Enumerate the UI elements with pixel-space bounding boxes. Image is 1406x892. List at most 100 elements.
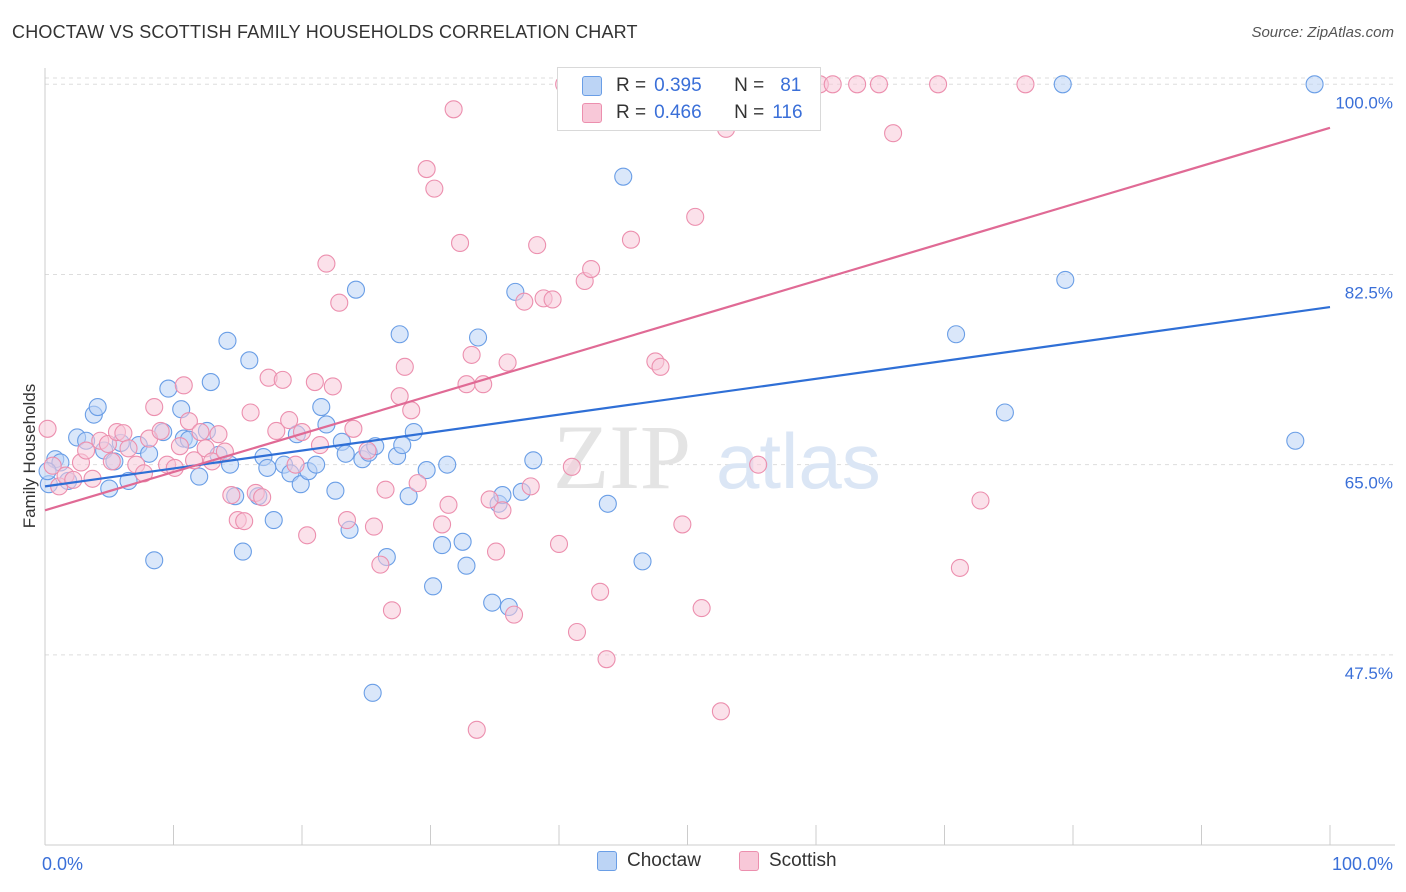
scottish-point: [823, 75, 842, 94]
scottish-point: [711, 702, 730, 721]
choctaw-point: [218, 331, 237, 350]
choctaw-point: [633, 552, 652, 571]
scottish-point: [298, 526, 317, 545]
scottish-point: [562, 457, 581, 476]
scottish-point: [38, 419, 57, 438]
choctaw-trend-line: [44, 305, 1331, 488]
scottish-point: [337, 511, 357, 530]
scottish-point: [235, 512, 254, 531]
scottish-point: [515, 292, 534, 311]
scottish-point: [521, 477, 540, 496]
scottish-point: [174, 376, 193, 395]
stats-legend: R = 0.395 N = 81 R = 0.466 N = 116: [557, 67, 821, 131]
scottish-point: [884, 124, 903, 143]
choctaw-point: [404, 422, 423, 442]
choctaw-point: [947, 325, 966, 344]
scottish-point: [305, 373, 324, 392]
scottish-point: [114, 424, 133, 443]
choctaw-point: [390, 325, 409, 344]
scottish-point: [241, 403, 260, 422]
scottish-point: [543, 290, 562, 309]
scottish-point: [651, 357, 670, 376]
scottish-point: [686, 207, 705, 226]
scottish-point: [467, 720, 486, 739]
scottish-point: [462, 345, 481, 364]
scottish-point: [170, 437, 189, 456]
scottish-point: [77, 441, 96, 460]
axis-layer: [44, 68, 1395, 846]
choctaw-point: [1286, 431, 1305, 450]
x-tick-label: 0.0%: [42, 854, 83, 874]
scottish-legend-swatch: [739, 851, 759, 871]
scottish-point: [323, 377, 342, 396]
scottish-point: [504, 605, 524, 624]
scottish-point: [364, 517, 384, 536]
watermark: ZIP atlas: [553, 406, 881, 508]
choctaw-point: [453, 532, 472, 551]
scottish-point: [267, 421, 286, 441]
scottish-point: [451, 233, 470, 253]
legend-item-choctaw[interactable]: Choctaw: [597, 850, 701, 872]
scottish-point: [433, 515, 452, 534]
watermark-atlas: atlas: [716, 417, 881, 505]
choctaw-point: [233, 542, 252, 561]
scottish-point: [486, 542, 506, 561]
scottish-point: [417, 160, 436, 179]
choctaw-point: [258, 458, 277, 477]
scottish-point: [591, 582, 610, 601]
choctaw-point: [240, 351, 259, 370]
choctaw-point: [307, 455, 326, 474]
scottish-swatch: [582, 103, 602, 123]
scottish-point: [102, 452, 121, 471]
scottish-point: [971, 491, 990, 510]
scottish-point: [151, 421, 170, 441]
choctaw-point: [201, 373, 220, 392]
legend-item-scottish[interactable]: Scottish: [739, 850, 837, 872]
scottish-point: [621, 230, 641, 249]
watermark-zip: ZIP: [553, 406, 691, 508]
scottish-point: [358, 441, 377, 460]
choctaw-point: [346, 280, 366, 299]
scottish-point: [848, 75, 867, 94]
scottish-point: [145, 398, 164, 417]
choctaw-point: [614, 167, 633, 186]
choctaw-point: [417, 461, 436, 480]
choctaw-point: [598, 494, 617, 513]
y-tick-label: 47.5%: [1345, 664, 1393, 683]
legend-r-label: R =: [616, 75, 647, 96]
legend-r-label: R =: [616, 102, 647, 123]
choctaw-point: [483, 593, 502, 612]
scottish-legend-label: Scottish: [769, 850, 837, 871]
x-tick-label: 100.0%: [1332, 854, 1393, 874]
y-tick-label: 65.0%: [1345, 474, 1393, 493]
choctaw-point: [457, 556, 476, 575]
scottish-point: [408, 474, 427, 493]
scottish-point: [673, 515, 692, 534]
scottish-point: [950, 558, 969, 577]
chart-title: CHOCTAW VS SCOTTISH FAMILY HOUSEHOLDS CO…: [12, 22, 638, 42]
legend-n-value: 81: [780, 75, 802, 96]
scottish-point: [191, 422, 210, 442]
legend-row-choctaw: R = 0.395 N = 81: [582, 73, 801, 99]
legend-n-value: 116: [772, 102, 803, 123]
points-layer: [38, 75, 1324, 739]
y-tick-label: 100.0%: [1335, 93, 1393, 112]
choctaw-point: [1305, 75, 1324, 94]
scottish-point: [402, 401, 421, 420]
scottish-point: [179, 412, 198, 431]
scottish-point: [498, 353, 517, 372]
choctaw-legend-swatch: [597, 851, 617, 871]
scottish-point: [480, 490, 499, 509]
scottish-point: [280, 411, 299, 430]
choctaw-point: [312, 398, 331, 417]
scottish-point: [43, 456, 62, 475]
scottish-trend-line: [44, 126, 1331, 512]
legend-row-scottish: R = 0.466 N = 116: [582, 100, 803, 126]
legend-r-value: 0.466: [654, 102, 702, 123]
choctaw-point: [1056, 270, 1075, 289]
choctaw-point: [468, 328, 488, 347]
scottish-point: [64, 470, 83, 489]
choctaw-legend-label: Choctaw: [627, 850, 701, 871]
scottish-point: [273, 370, 292, 389]
